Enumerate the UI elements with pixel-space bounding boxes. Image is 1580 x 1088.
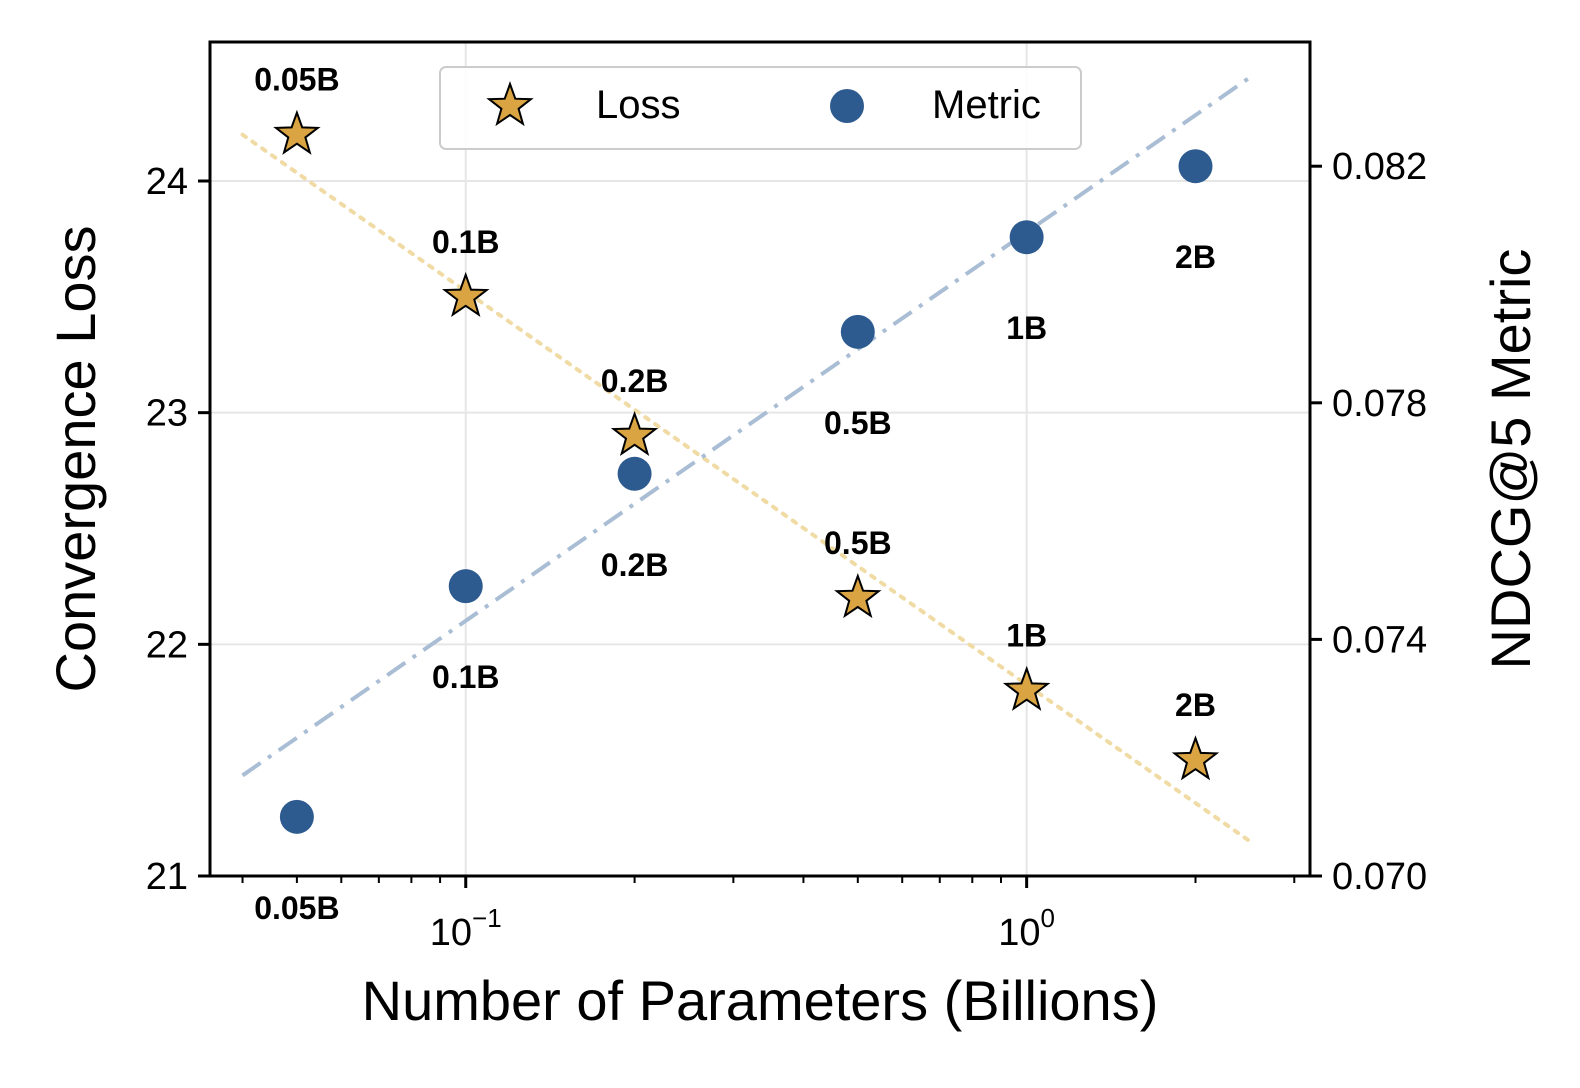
plot-frame <box>208 40 1312 878</box>
y-left-tick-label-0: 21 <box>146 856 188 898</box>
metric-point-2 <box>617 456 652 491</box>
loss-point-label-3: 0.5B <box>824 525 892 561</box>
y-right-tick-label-3: 0.082 <box>1332 146 1427 188</box>
y-left-tick-label-1: 22 <box>146 624 188 666</box>
loss-point-label-0: 0.05B <box>254 62 339 98</box>
legend-box <box>439 66 1082 150</box>
loss-trend-line <box>240 132 1252 844</box>
metric-point-label-1: 0.1B <box>432 659 500 695</box>
loss-point-label-5: 2B <box>1175 687 1216 723</box>
trend-lines <box>240 75 1252 844</box>
y-left-tick-label-2: 23 <box>146 393 188 435</box>
metric-point-label-0: 0.05B <box>254 890 339 926</box>
metric-point-5 <box>1178 149 1213 184</box>
axes: 10−1 100 21 22 23 24 0.070 0.074 0.078 0.082 <box>146 146 1427 954</box>
y-axis-title-left: Convergence Loss <box>44 226 107 693</box>
loss-point-0 <box>273 109 321 155</box>
data-marks <box>273 109 1220 834</box>
metric-point-3 <box>840 314 875 349</box>
legend-marker-metric <box>830 89 864 123</box>
loss-point-label-4: 1B <box>1006 618 1047 654</box>
y-left-tick-label-3: 24 <box>146 161 188 203</box>
y-right-tick-label-1: 0.074 <box>1332 619 1427 661</box>
metric-point-label-4: 1B <box>1006 310 1047 346</box>
metric-point-0 <box>279 799 314 834</box>
loss-point-4 <box>1002 665 1051 711</box>
metric-point-label-5: 2B <box>1175 239 1216 275</box>
legend-label-loss: Loss <box>596 83 681 127</box>
point-labels: 0.05B 0.1B 0.2B 0.5B 1B 2B 0.05B 0.1B 0.2B 0.5B 1B… <box>254 62 1216 926</box>
legend-marker-loss <box>486 81 534 127</box>
grid-lines <box>210 42 1310 877</box>
loss-point-2 <box>610 410 659 456</box>
x-tick-label-0: 10−1 <box>430 903 502 954</box>
legend-label-metric: Metric <box>932 83 1041 127</box>
metric-point-label-2: 0.2B <box>601 547 669 583</box>
y-axis-title-right: NDCG@5 Metric <box>1479 249 1542 670</box>
metric-point-label-3: 0.5B <box>824 405 892 441</box>
metric-trend-line <box>241 75 1252 778</box>
loss-point-label-2: 0.2B <box>601 363 669 399</box>
loss-point-5 <box>1171 735 1220 781</box>
x-tick-label-1: 100 <box>998 903 1055 954</box>
metric-point-1 <box>448 569 483 604</box>
loss-point-3 <box>834 573 882 619</box>
loss-point-1 <box>441 271 490 318</box>
y-right-tick-label-2: 0.078 <box>1332 383 1427 425</box>
metric-point-4 <box>1009 220 1044 255</box>
legend: Loss Metric <box>439 66 1082 150</box>
y-right-tick-label-0: 0.070 <box>1332 856 1427 898</box>
loss-point-label-1: 0.1B <box>432 224 500 260</box>
x-axis-title: Number of Parameters (Billions) <box>362 969 1159 1032</box>
